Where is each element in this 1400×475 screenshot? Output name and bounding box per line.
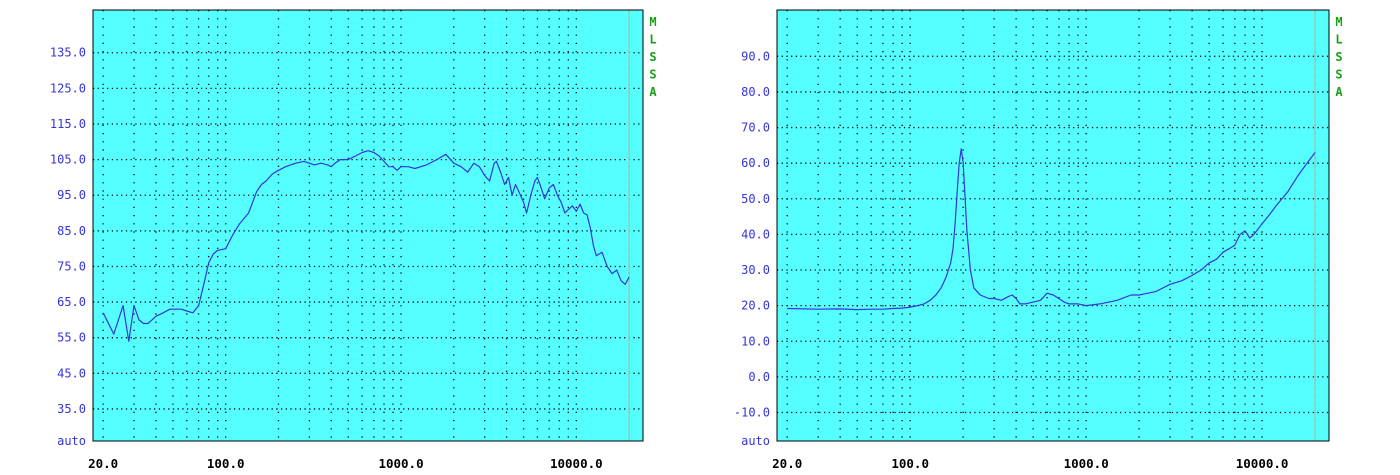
y-auto-label: auto — [57, 434, 86, 448]
x-tick-label: 20.0 — [772, 456, 802, 471]
side-label-letter: S — [649, 68, 656, 82]
y-tick-label: 70.0 — [741, 121, 770, 135]
side-label-letter: M — [649, 15, 656, 29]
response-curve — [102, 150, 630, 342]
y-tick-label: 115.0 — [50, 117, 86, 131]
y-tick-label: 45.0 — [57, 366, 86, 380]
y-tick-label: 50.0 — [741, 192, 770, 206]
x-tick-label: 1000.0 — [378, 456, 423, 471]
right-response-plot: 90.0 80.0 70.0 60.0 50.0 40.0 30.0 20.0 10.0 0.0 -… — [734, 9, 1343, 471]
x-tick-label: 10000.0 — [1236, 456, 1289, 471]
y-auto-label: auto — [741, 434, 770, 448]
side-label-letter: S — [1335, 50, 1342, 64]
plot-area — [777, 10, 1329, 441]
side-label-letter: L — [1335, 33, 1342, 47]
side-label-letter: S — [649, 50, 656, 64]
x-tick-label: 100.0 — [207, 456, 245, 471]
plot-frame — [776, 9, 1330, 442]
side-label-letter: L — [649, 33, 656, 47]
y-tick-label: 40.0 — [741, 227, 770, 241]
side-label-letter: A — [1335, 85, 1343, 99]
x-tick-label: 20.0 — [88, 456, 118, 471]
y-tick-label: 135.0 — [50, 46, 86, 60]
side-label-letter: A — [649, 85, 657, 99]
left-response-plot: 135.0 125.0 115.0 105.0 95.0 85.0 75.0 65.0 55.0… — [50, 9, 657, 471]
y-tick-label: 125.0 — [50, 81, 86, 95]
y-tick-label: 80.0 — [741, 85, 770, 99]
x-tick-label: 10000.0 — [550, 456, 603, 471]
y-tick-label: 30.0 — [741, 263, 770, 277]
y-tick-label: -10.0 — [734, 406, 770, 420]
response-curve — [787, 148, 1316, 311]
x-tick-label: 100.0 — [891, 456, 929, 471]
y-tick-label: 105.0 — [50, 153, 86, 167]
y-tick-label: 65.0 — [57, 295, 86, 309]
y-tick-label: 60.0 — [741, 156, 770, 170]
y-tick-label: 20.0 — [741, 299, 770, 313]
y-tick-label: 35.0 — [57, 402, 86, 416]
y-tick-label: 75.0 — [57, 259, 86, 273]
y-tick-label: 85.0 — [57, 224, 86, 238]
plot-frame — [92, 9, 644, 442]
y-tick-label: 55.0 — [57, 331, 86, 345]
plot-area — [93, 10, 643, 441]
y-tick-label: 95.0 — [57, 188, 86, 202]
side-label-letter: S — [1335, 68, 1342, 82]
x-tick-label: 1000.0 — [1064, 456, 1109, 471]
y-tick-label: 10.0 — [741, 334, 770, 348]
y-tick-label: 0.0 — [748, 370, 770, 384]
side-label-letter: M — [1335, 15, 1342, 29]
y-tick-label: 90.0 — [741, 49, 770, 63]
